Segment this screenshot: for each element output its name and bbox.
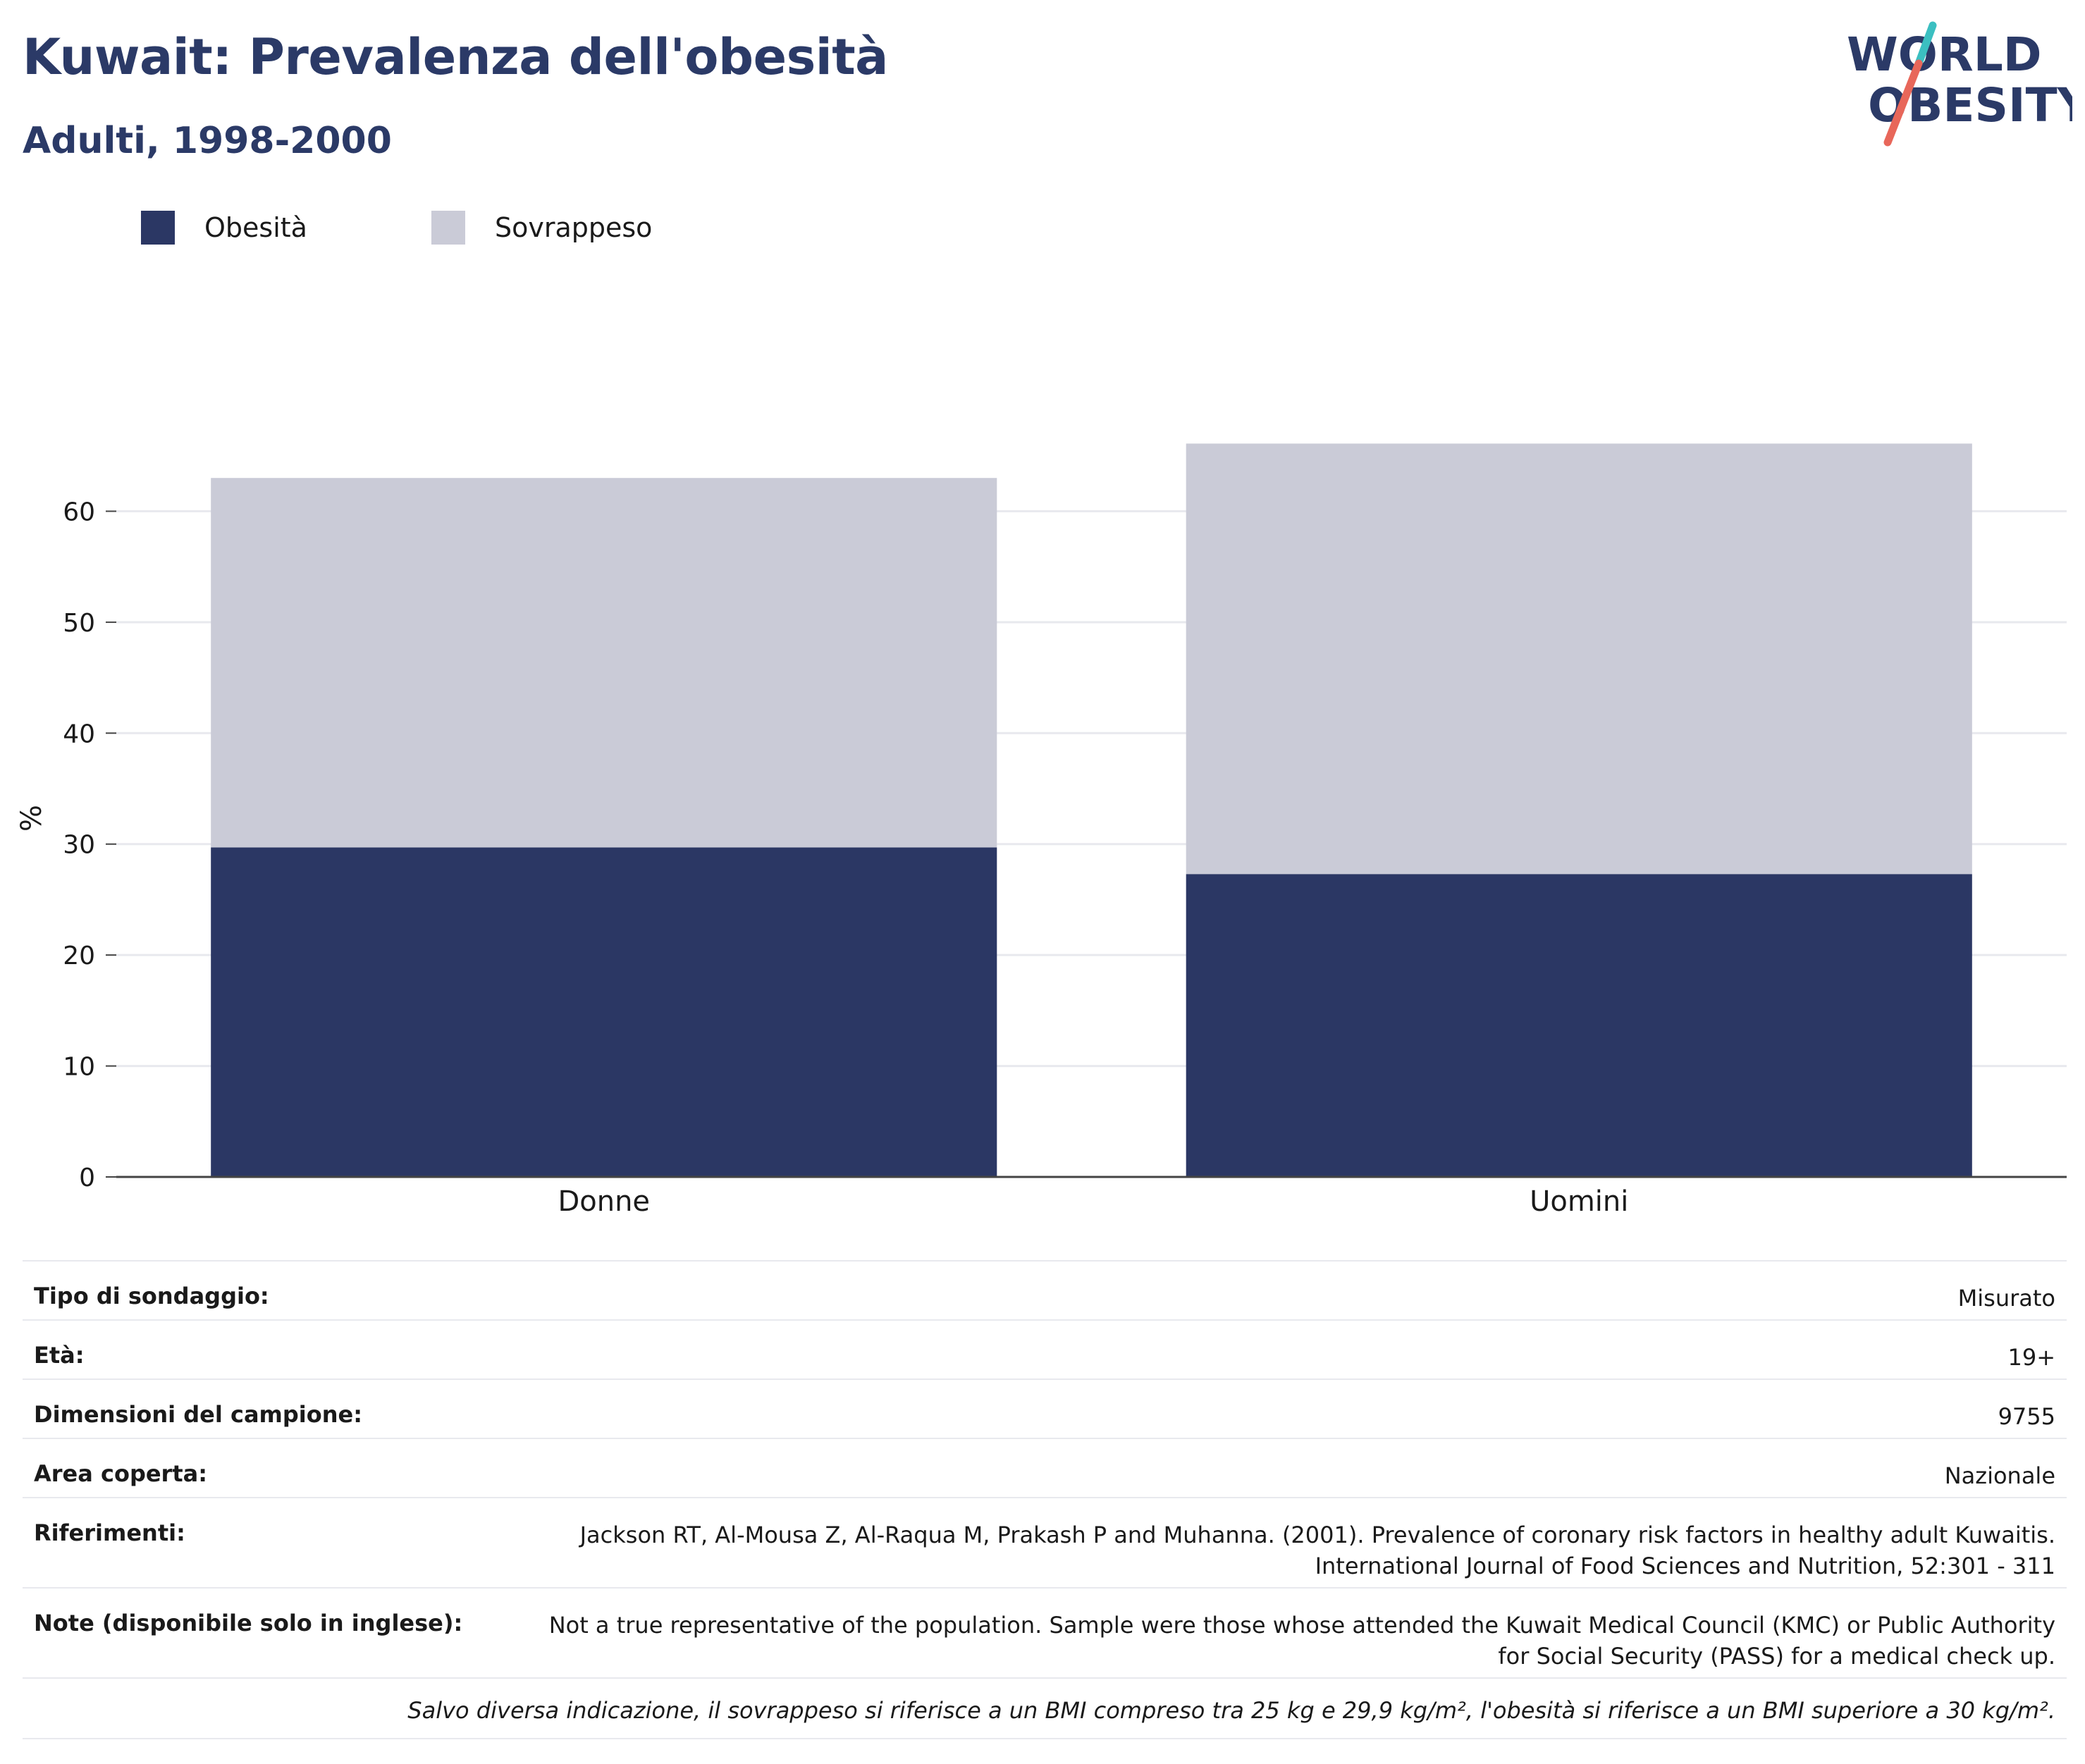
- legend-swatch-obesita: [141, 211, 175, 245]
- bars: [211, 443, 1972, 1177]
- legend-label-sovrappeso: Sovrappeso: [495, 212, 653, 243]
- info-row: Tipo di sondaggio: Misurato: [23, 1260, 2067, 1320]
- legend-item-sovrappeso[interactable]: Sovrappeso: [431, 210, 652, 245]
- info-row: Note (disponibile solo in inglese): Not a…: [23, 1587, 2067, 1678]
- x-tick-label: Donne: [558, 1185, 650, 1218]
- survey-info-table: Tipo di sondaggio: Misurato Età: 19+ Dimensi…: [23, 1260, 2067, 1739]
- bar-chart: 0 10 20 30 40 50 60 Donne Uomini%: [16, 443, 2067, 1218]
- y-tick-label: 40: [63, 720, 95, 748]
- x-tick-label: Uomini: [1530, 1185, 1628, 1218]
- info-label: Area coperta:: [23, 1438, 488, 1498]
- y-tick-label: 50: [63, 609, 95, 638]
- info-value: 9755: [488, 1378, 2067, 1438]
- info-label: Note (disponibile solo in inglese):: [23, 1587, 488, 1678]
- info-value: Not a true representative of the populat…: [488, 1587, 2067, 1678]
- legend-swatch-sovrappeso: [431, 211, 465, 245]
- page-title: Kuwait: Prevalenza dell'obesità: [23, 28, 888, 86]
- page-subtitle: Adulti, 1998-2000: [23, 120, 392, 162]
- info-value: Nazionale: [488, 1438, 2067, 1498]
- world-obesity-logo: WORLD OBESITY: [1847, 21, 2072, 147]
- footnote: Salvo diversa indicazione, il sovrappeso…: [23, 1677, 2067, 1739]
- bar-sovrappeso-donne[interactable]: [211, 478, 997, 848]
- axes: 0 10 20 30 40 50 60 Donne Uomini%: [16, 498, 2067, 1218]
- bar-obesita-donne[interactable]: [211, 847, 997, 1177]
- info-label: Età:: [23, 1319, 488, 1379]
- y-tick-label: 60: [63, 498, 95, 526]
- footnote-row: Salvo diversa indicazione, il sovrappeso…: [23, 1677, 2067, 1739]
- info-label: Riferimenti:: [23, 1497, 488, 1588]
- info-row: Età: 19+: [23, 1319, 2067, 1379]
- info-row: Riferimenti: Jackson RT, Al-Mousa Z, Al-R…: [23, 1497, 2067, 1588]
- y-tick-label: 30: [63, 831, 95, 860]
- bar-obesita-uomini[interactable]: [1186, 874, 1972, 1177]
- info-value: Jackson RT, Al-Mousa Z, Al-Raqua M, Prak…: [488, 1497, 2067, 1588]
- logo-slash-bottom: [1883, 59, 1923, 147]
- info-label: Dimensioni del campione:: [23, 1378, 488, 1438]
- info-label: Tipo di sondaggio:: [23, 1260, 488, 1320]
- legend-item-obesita[interactable]: Obesità: [141, 210, 307, 245]
- logo-line1: WORLD: [1847, 27, 2042, 82]
- y-axis-label: %: [16, 805, 48, 832]
- y-tick-label: 0: [79, 1164, 95, 1192]
- bar-sovrappeso-uomini[interactable]: [1186, 443, 1972, 875]
- y-tick-label: 20: [63, 942, 95, 970]
- logo-slash-top: [1914, 21, 1937, 68]
- info-row: Area coperta: Nazionale: [23, 1438, 2067, 1498]
- info-value: 19+: [488, 1319, 2067, 1379]
- info-value: Misurato: [488, 1260, 2067, 1320]
- info-row: Dimensioni del campione: 9755: [23, 1378, 2067, 1438]
- legend-label-obesita: Obesità: [204, 212, 307, 243]
- y-tick-label: 10: [63, 1053, 95, 1082]
